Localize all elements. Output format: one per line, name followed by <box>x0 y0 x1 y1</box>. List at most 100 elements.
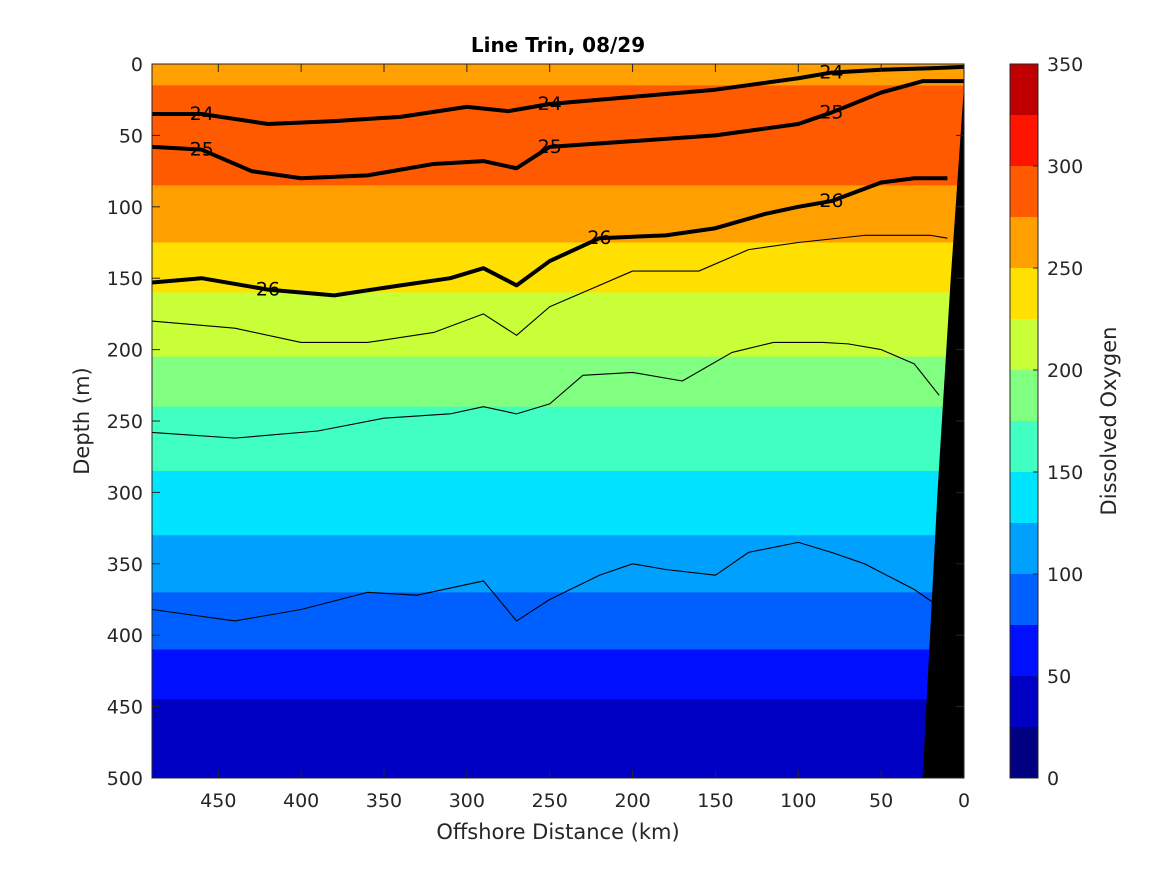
oxygen-band <box>152 342 964 351</box>
oxygen-band <box>152 178 964 186</box>
colorbar-tick-label: 300 <box>1047 156 1083 178</box>
y-axis-label: Depth (m) <box>70 367 94 474</box>
y-tick-label: 300 <box>107 482 143 504</box>
colorbar-segment <box>1010 727 1038 778</box>
oxygen-band <box>152 313 964 322</box>
oxygen-band <box>152 635 964 643</box>
oxygen-band <box>152 642 964 651</box>
y-tick-label: 450 <box>107 697 143 719</box>
colorbar-ticks: 0 50 100 150 200 250 300 350 <box>1033 54 1083 790</box>
y-tick-label: 250 <box>107 411 143 433</box>
oxygen-band <box>152 64 964 72</box>
x-tick-label: 0 <box>958 790 970 812</box>
density-contour-layer <box>152 64 964 622</box>
oxygen-band <box>152 285 964 294</box>
contour-label: 24 <box>538 93 562 115</box>
oxygen-band <box>152 185 964 194</box>
oxygen-band <box>152 456 964 465</box>
colorbar-tick-label: 250 <box>1047 258 1083 280</box>
oxygen-band <box>152 278 964 286</box>
oxygen-band <box>152 363 964 372</box>
oxygen-band <box>152 149 964 158</box>
plot-area <box>152 64 964 778</box>
oxygen-band <box>152 520 964 529</box>
oxygen-band <box>152 578 964 586</box>
oxygen-band <box>152 428 964 436</box>
oxygen-band <box>152 113 964 122</box>
oxygen-band <box>152 399 964 408</box>
oxygen-band <box>152 649 964 658</box>
colorbar-segment <box>1010 166 1038 217</box>
density-contour <box>152 341 940 439</box>
colorbar-tick-label: 200 <box>1047 360 1083 382</box>
oxygen-band <box>152 128 964 136</box>
oxygen-band <box>152 135 964 144</box>
oxygen-band <box>152 470 964 479</box>
oxygen-band <box>152 71 964 79</box>
y-tick-label: 100 <box>107 197 143 219</box>
oxygen-band <box>152 271 964 279</box>
colorbar-segment <box>1010 472 1038 523</box>
oxygen-band <box>152 199 964 208</box>
contour-label-layer: 24 24 24 25 25 25 26 26 26 <box>190 62 844 301</box>
y-tick-label: 350 <box>107 554 143 576</box>
oxygen-band <box>152 92 964 101</box>
colorbar-segment <box>1010 523 1038 574</box>
contour-label: 26 <box>256 279 280 301</box>
oxygen-band <box>152 421 964 429</box>
oxygen-band <box>152 328 964 336</box>
colorbar-frame <box>1009 63 1039 779</box>
oxygen-band <box>152 213 964 222</box>
x-axis-label: Offshore Distance (km) <box>436 820 679 844</box>
oxygen-band <box>152 606 964 615</box>
density-contour-26 <box>152 176 948 298</box>
oxygen-band <box>152 713 964 722</box>
x-tick-label: 100 <box>780 790 816 812</box>
oxygen-band <box>152 492 964 501</box>
oxygen-band <box>152 770 964 778</box>
x-tick-label: 300 <box>449 790 485 812</box>
oxygen-band <box>152 485 964 493</box>
contour-label: 26 <box>819 190 843 212</box>
oxygen-band <box>152 263 964 272</box>
oxygen-band <box>152 542 964 551</box>
oxygen-band <box>152 235 964 244</box>
oxygen-band <box>152 156 964 165</box>
y-axis-ticks: 0 50 100 150 200 250 300 350 400 450 500 <box>107 54 964 790</box>
chart-title: Line Trin, 08/29 <box>471 33 645 57</box>
oxygen-band <box>152 163 964 172</box>
colorbar-segment <box>1010 319 1038 370</box>
oxygen-band <box>152 449 964 458</box>
oxygen-band <box>152 106 964 115</box>
y-tick-label: 500 <box>107 768 143 790</box>
y-tick-label: 0 <box>131 54 143 76</box>
oxygen-band <box>152 256 964 265</box>
colorbar-label: Dissolved Oxygen <box>1097 327 1121 516</box>
contour-label: 24 <box>190 103 214 125</box>
oxygen-band <box>152 335 964 344</box>
contour-label: 25 <box>190 139 214 161</box>
oxygen-band <box>152 221 964 229</box>
x-axis-ticks: 450 400 350 300 250 200 150 100 50 0 <box>200 64 970 812</box>
oxygen-band <box>152 613 964 622</box>
x-tick-label: 400 <box>283 790 319 812</box>
oxygen-band <box>152 385 964 394</box>
contour-label: 25 <box>819 102 843 124</box>
colorbar-tick-label: 350 <box>1047 54 1083 76</box>
oxygen-band <box>152 720 964 729</box>
colorbar-tick-label: 100 <box>1047 564 1083 586</box>
oxygen-band <box>152 549 964 558</box>
oxygen-band <box>152 663 964 672</box>
oxygen-band <box>152 435 964 444</box>
oxygen-band <box>152 321 964 329</box>
oxygen-band <box>152 535 964 543</box>
oxygen-band <box>152 763 964 772</box>
colorbar-segment <box>1010 574 1038 625</box>
oxygen-band <box>152 699 964 708</box>
contour-label: 25 <box>538 136 562 158</box>
oxygen-band <box>152 171 964 179</box>
contour-label: 26 <box>587 227 611 249</box>
colorbar-segment <box>1010 64 1038 115</box>
oxygen-band <box>152 513 964 522</box>
